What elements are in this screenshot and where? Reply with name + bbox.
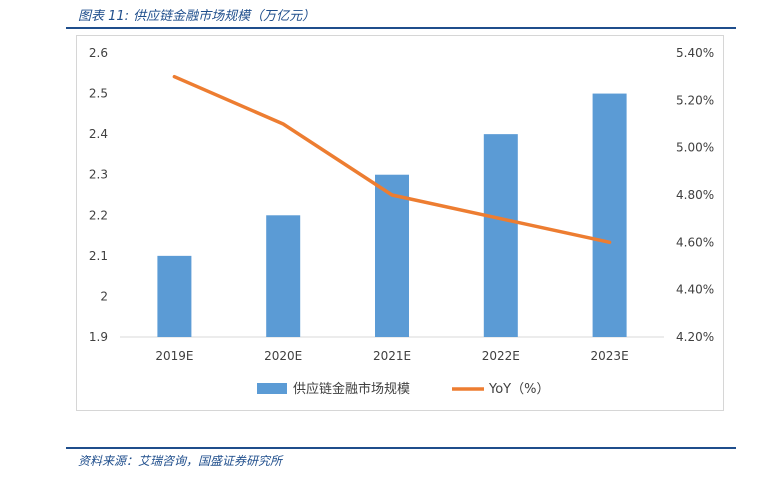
y-left-tick-label: 2.6 [89,46,108,60]
y-left-tick-label: 2 [100,289,108,303]
legend-bar-swatch [257,383,287,394]
legend-line-label: YoY（%） [488,382,549,397]
bar-2022E [483,134,518,337]
bar-2023E [592,93,627,337]
y-right-tick-label: 4.20% [676,330,714,344]
bottom-rule [66,447,736,449]
x-tick-label: 2020E [264,349,302,363]
x-tick-label: 2021E [373,349,411,363]
y-left-tick-label: 2.5 [89,87,108,101]
x-tick-label: 2023E [591,349,629,363]
y-right-tick-label: 4.80% [676,188,714,202]
bar-2019E [157,255,192,337]
y-right-tick-label: 5.40% [676,46,714,60]
bar-2021E [375,174,409,337]
x-tick-label: 2022E [482,349,520,363]
y-right-tick-label: 4.60% [676,235,714,249]
y-right-tick-label: 4.40% [676,283,714,297]
y-left-tick-label: 1.9 [89,330,108,344]
y-left-tick-label: 2.4 [89,127,108,141]
y-right-tick-label: 5.20% [676,93,714,107]
y-right-tick-label: 5.00% [676,141,714,155]
y-left-tick-label: 2.1 [89,249,108,263]
bar-2020E [266,215,301,337]
source-note: 资料来源：艾瑞咨询，国盛证券研究所 [78,454,283,468]
y-left-tick-label: 2.2 [89,208,108,222]
chart-frame [76,35,724,411]
y-left-tick-label: 2.3 [89,168,108,182]
legend-bar-label: 供应链金融市场规模 [293,381,410,397]
top-rule [66,27,736,29]
figure-title: 图表 11: 供应链金融市场规模（万亿元） [78,9,316,24]
x-tick-label: 2019E [155,349,193,363]
